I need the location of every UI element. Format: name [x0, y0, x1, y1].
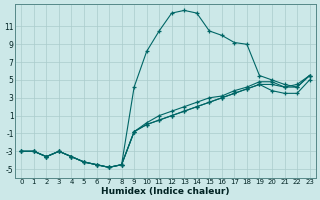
- X-axis label: Humidex (Indice chaleur): Humidex (Indice chaleur): [101, 187, 230, 196]
